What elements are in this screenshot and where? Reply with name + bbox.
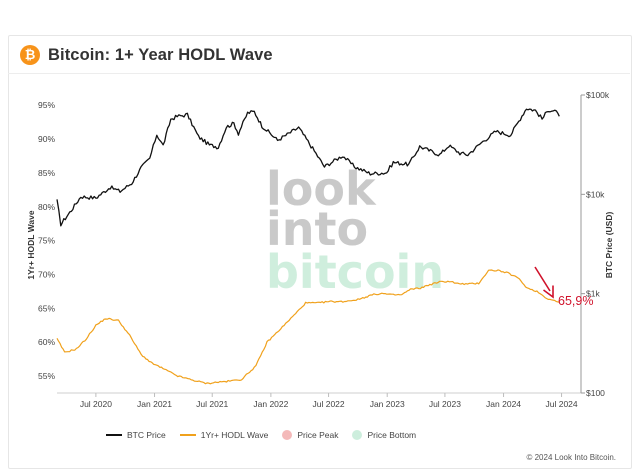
legend-label: BTC Price [127,430,166,440]
axes: Jul 2020 Jan 2021 Jul 2021 Jan 2022 Jul 2022… [26,90,614,409]
annotation-arrow-head [543,285,554,299]
y-left-tick-label: 85% [38,168,55,178]
y-left-tick-label: 70% [38,269,55,279]
x-tick-label: Jul 2023 [429,399,461,409]
y-left-axis-title: 1Yr+ HODL Wave [26,210,36,279]
legend: BTC Price 1Yr+ HODL Wave Price Peak Pric… [106,430,430,440]
legend-item-price-peak[interactable]: Price Peak [282,430,338,440]
btc-price-line [56,108,560,227]
legend-swatch [106,434,122,436]
watermark-into: into [266,202,368,256]
y-right-axis-title: BTC Price (USD) [604,212,614,279]
y-left-tick-label: 95% [38,100,55,110]
x-tick-label: Jan 2024 [486,399,521,409]
legend-swatch [282,430,293,440]
y-right-tick-label: $10k [586,189,605,199]
chart-header: ₿ Bitcoin: 1+ Year HODL Wave [20,42,273,68]
watermark-bitcoin: bitcoin [266,245,444,299]
x-tick-label: Jul 2021 [196,399,228,409]
x-tick-label: Jan 2021 [137,399,172,409]
x-tick-label: Jan 2022 [253,399,288,409]
annotation: 65,9% [534,266,593,308]
legend-swatch [179,434,196,436]
legend-swatch [352,430,363,440]
y-left-tick-label: 75% [38,236,55,246]
legend-label: Price Bottom [367,430,417,440]
header-divider [8,73,630,74]
series-layer [56,108,560,385]
y-left-tick-label: 80% [38,202,55,212]
x-tick-label: Jul 2022 [312,399,344,409]
bitcoin-icon: ₿ [20,45,40,65]
y-right-tick-label: $100k [586,90,610,100]
y-right-tick-label: $100 [586,388,605,398]
x-tick-label: Jul 2024 [545,399,577,409]
watermark-look: look [266,162,377,216]
annotation-arrow-shaft [534,266,551,292]
hodl-wave-line [56,269,560,385]
legend-label: 1Yr+ HODL Wave [200,430,269,440]
copyright: © 2024 Look Into Bitcoin. [526,453,616,462]
y-left-tick-label: 65% [38,303,55,313]
y-left-tick-label: 90% [38,134,55,144]
legend-item-btc-price[interactable]: BTC Price [106,430,166,440]
legend-label: Price Peak [297,430,339,440]
annotation-value: 65,9% [558,294,593,308]
x-tick-label: Jan 2023 [370,399,405,409]
chart-title: Bitcoin: 1+ Year HODL Wave [48,45,273,64]
legend-item-hodl-wave[interactable]: 1Yr+ HODL Wave [179,430,269,440]
x-tick-label: Jul 2020 [80,399,112,409]
y-left-tick-label: 60% [38,337,55,347]
legend-item-price-bottom[interactable]: Price Bottom [352,430,416,440]
y-right-tick-label: $1k [586,289,600,299]
chart-card [8,35,632,469]
watermark: look into bitcoin [266,162,444,299]
y-left-tick-label: 55% [38,371,55,381]
